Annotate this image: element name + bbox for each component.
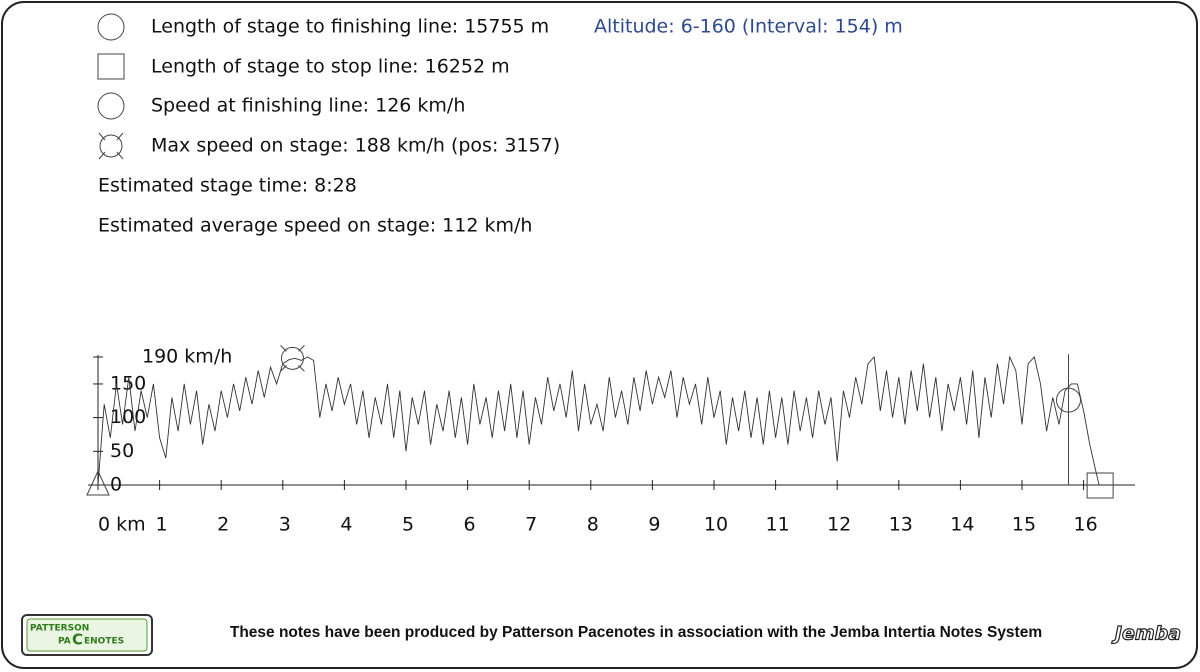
header-line: Length of stage to finishing line: 15755…	[151, 16, 549, 38]
x-tick-label: 15	[1012, 514, 1036, 536]
logo-text: PA	[58, 637, 71, 647]
start-marker	[86, 469, 110, 496]
finish-marker	[1056, 387, 1082, 413]
footer-text: These notes have been produced by Patter…	[230, 624, 1042, 641]
logo-text: ENOTES	[84, 637, 124, 647]
x-tick-label: 7	[525, 514, 537, 536]
header-line: Length of stage to stop line: 16252 m	[151, 56, 510, 78]
altitude: Altitude: 6-160 (Interval: 154) m	[594, 16, 903, 38]
speed-line	[97, 355, 1100, 486]
y-tick-label: 50	[110, 440, 134, 462]
x-tick-label: 13	[889, 514, 913, 536]
x-tick-label: 2	[217, 514, 229, 536]
x-tick-label: 10	[704, 514, 728, 536]
logo-text: PATTERSON	[30, 624, 89, 634]
x-tick-label: 6	[464, 514, 476, 536]
x-tick-label: 9	[648, 514, 660, 536]
max-marker-ticks	[280, 344, 305, 372]
y-tick-label: 190 km/h	[142, 346, 232, 368]
header-line: Max speed on stage: 188 km/h (pos: 3157)	[151, 135, 560, 157]
x-tick-label: 8	[587, 514, 599, 536]
x-tick-label: 16	[1074, 514, 1098, 536]
max-icon	[98, 132, 124, 160]
logo: PATTERSON PA C ENOTES	[21, 614, 153, 656]
max-marker	[280, 346, 304, 370]
x-tick-label: 0 km	[98, 514, 146, 536]
speed-icon	[97, 92, 125, 120]
x-tick-label: 5	[402, 514, 414, 536]
y-tick-label: 100	[110, 406, 146, 428]
x-tick-label: 3	[279, 514, 291, 536]
x-tick-label: 14	[950, 514, 974, 536]
x-tick-label: 11	[766, 514, 790, 536]
finish-icon	[97, 13, 125, 41]
stop-marker	[1086, 472, 1114, 499]
header-line: Speed at finishing line: 126 km/h	[151, 95, 465, 117]
header-line: Estimated average speed on stage: 112 km…	[98, 215, 532, 237]
x-tick-label: 4	[340, 514, 352, 536]
header-line: Estimated stage time: 8:28	[98, 175, 357, 197]
brand: Jemba	[1111, 623, 1181, 645]
logo-text: C	[72, 631, 83, 649]
x-tick-label: 1	[156, 514, 168, 536]
x-tick-label: 12	[827, 514, 851, 536]
y-tick-label: 0	[110, 474, 122, 496]
stop-icon	[97, 53, 125, 80]
